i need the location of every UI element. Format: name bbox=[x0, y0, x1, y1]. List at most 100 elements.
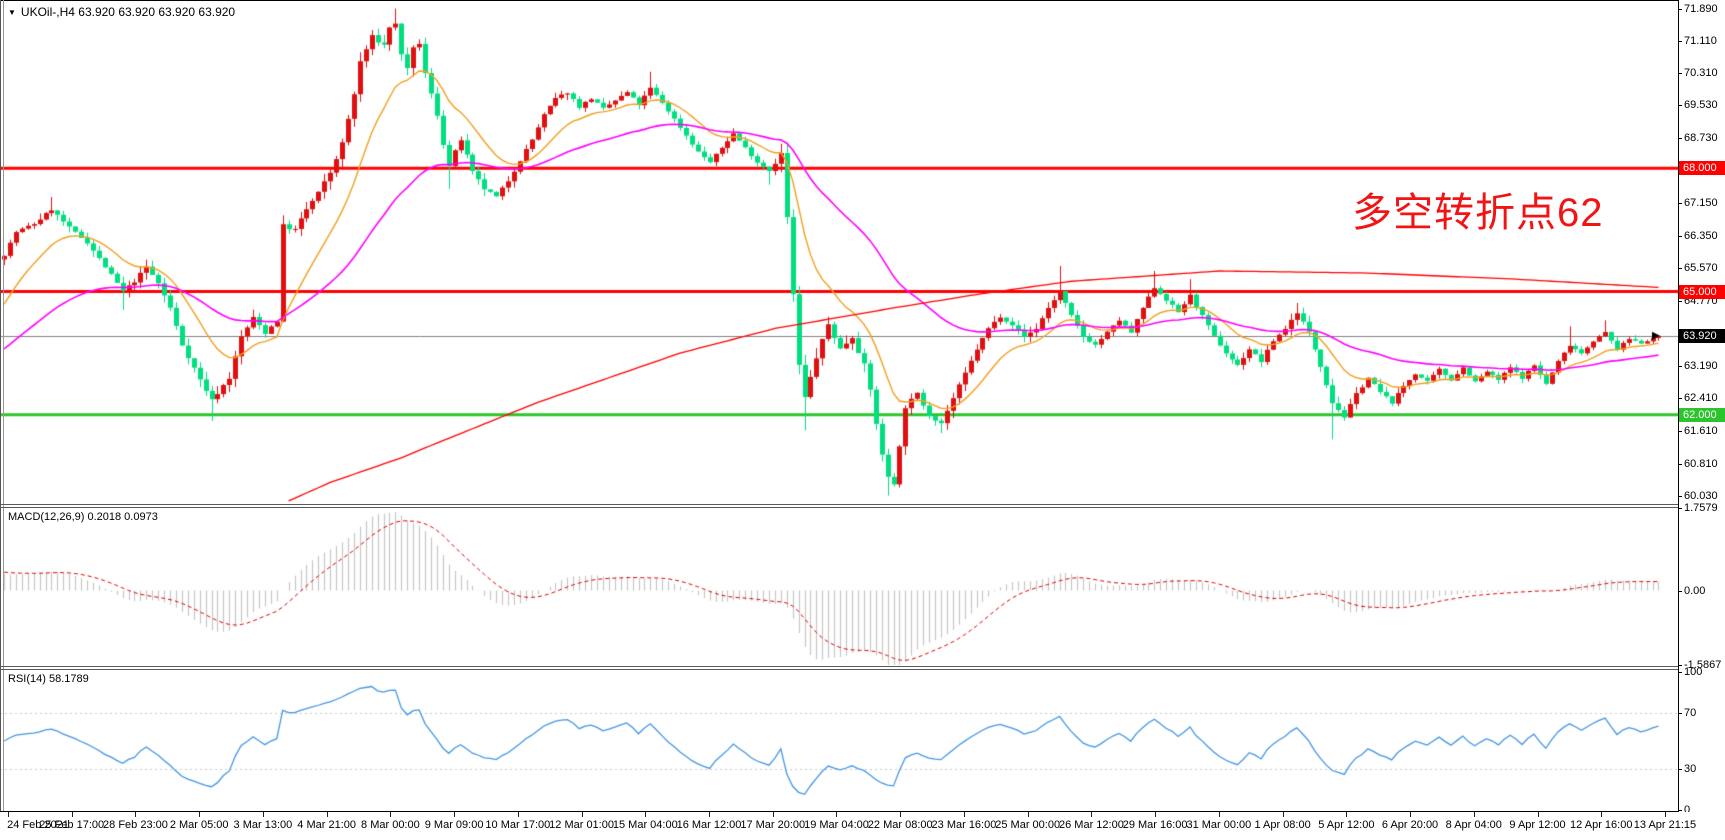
main-macd-divider[interactable] bbox=[0, 504, 1725, 505]
time-axis-label: 12 Mar 01:00 bbox=[549, 819, 614, 831]
rsi-axis-label: 30 bbox=[1684, 763, 1697, 775]
time-axis-label: 28 Feb 23:00 bbox=[103, 819, 168, 831]
price-axis-label: 71.890 bbox=[1684, 3, 1718, 15]
level-price-badge: 65.000 bbox=[1679, 285, 1725, 299]
time-axis-label: 12 Apr 16:00 bbox=[1570, 819, 1633, 831]
time-axis-label: 25 Feb 17:00 bbox=[39, 819, 105, 831]
time-axis-label: 1 Apr 08:00 bbox=[1254, 819, 1311, 831]
price-axis-tick bbox=[1679, 301, 1682, 302]
time-axis-tick bbox=[1346, 812, 1347, 817]
time-axis-label: 4 Mar 21:00 bbox=[297, 819, 356, 831]
time-axis-tick bbox=[1538, 812, 1539, 817]
price-axis-tick bbox=[1679, 496, 1682, 497]
time-axis-label: 16 Mar 12:00 bbox=[676, 819, 742, 831]
time-axis-tick bbox=[1219, 812, 1220, 817]
time-axis-tick bbox=[709, 812, 710, 817]
price-axis-label: 60.810 bbox=[1684, 458, 1718, 470]
time-axis-label: 25 Mar 00:00 bbox=[995, 819, 1061, 831]
time-axis-label: 17 Mar 20:00 bbox=[740, 819, 806, 831]
macd-axis-label: 0.00 bbox=[1684, 585, 1706, 597]
price-axis-label: 67.150 bbox=[1684, 197, 1718, 209]
time-axis-label: 9 Mar 09:00 bbox=[424, 819, 484, 831]
time-axis-tick bbox=[1091, 812, 1092, 817]
time-axis-tick bbox=[1601, 812, 1602, 817]
time-axis-label: 24 Feb 2021 bbox=[7, 819, 69, 831]
price-axis-label: 61.610 bbox=[1684, 425, 1718, 437]
macd-rsi-divider-2[interactable] bbox=[0, 669, 1725, 670]
time-axis-label: 29 Mar 16:00 bbox=[1122, 819, 1188, 831]
price-axis-label: 63.190 bbox=[1684, 360, 1718, 372]
time-axis-tick bbox=[518, 812, 519, 817]
time-axis-tick bbox=[1410, 812, 1411, 817]
price-axis-label: 70.310 bbox=[1684, 67, 1718, 79]
level-price-badge: 62.000 bbox=[1679, 408, 1725, 422]
time-axis-label: 9 Apr 12:00 bbox=[1509, 819, 1566, 831]
time-axis-tick bbox=[135, 812, 136, 817]
rsi-indicator-label: RSI(14) 58.1789 bbox=[8, 673, 89, 685]
rsi-value: 58.1789 bbox=[48, 673, 89, 685]
top-frame-line bbox=[0, 0, 1725, 1]
rsi-axis-label: 100 bbox=[1684, 666, 1703, 678]
annotation-text: 多空转折点62 bbox=[1352, 191, 1604, 235]
macd-axis-tick bbox=[1679, 508, 1682, 509]
time-axis-tick bbox=[645, 812, 646, 817]
time-axis-label: 23 Mar 16:00 bbox=[931, 819, 997, 831]
rsi-axis-tick bbox=[1679, 810, 1682, 811]
macd-axis-tick bbox=[1679, 591, 1682, 592]
price-axis-tick bbox=[1679, 138, 1682, 139]
macd-axis-tick bbox=[1679, 665, 1682, 666]
time-axis-label: 8 Mar 00:00 bbox=[361, 819, 420, 831]
macd-axis-label: -1.5867 bbox=[1684, 659, 1722, 671]
time-axis-tick bbox=[1474, 812, 1475, 817]
time-axis-label: 8 Apr 04:00 bbox=[1445, 819, 1502, 831]
time-axis-tick bbox=[199, 812, 200, 817]
time-axis-label: 15 Mar 04:00 bbox=[612, 819, 678, 831]
macd-rsi-divider[interactable] bbox=[0, 666, 1725, 667]
price-axis-tick bbox=[1679, 366, 1682, 367]
price-axis-tick bbox=[1679, 236, 1682, 237]
left-edge-line-2 bbox=[3, 0, 4, 812]
price-axis-tick bbox=[1679, 431, 1682, 432]
rsi-axis-label: 0 bbox=[1684, 804, 1691, 816]
time-axis[interactable]: 24 Feb 2021 25 Feb 17:00 28 Feb 23:00 2 Mar… bbox=[0, 812, 1725, 840]
time-axis-label: 6 Apr 20:00 bbox=[1381, 819, 1439, 831]
price-axis-tick bbox=[1679, 268, 1682, 269]
time-axis-tick bbox=[900, 812, 901, 817]
price-axis-tick bbox=[1679, 9, 1682, 10]
time-axis-label: 26 Mar 12:00 bbox=[1058, 819, 1124, 831]
price-axis-tick bbox=[1679, 105, 1682, 106]
rsi-axis-tick bbox=[1679, 713, 1682, 714]
price-axis-label: 60.030 bbox=[1684, 490, 1718, 502]
time-axis-tick bbox=[263, 812, 264, 817]
price-axis-label: 71.110 bbox=[1684, 35, 1717, 47]
rsi-axis-label: 70 bbox=[1684, 707, 1697, 719]
time-axis-tick bbox=[8, 812, 9, 817]
price-axis-tick bbox=[1679, 41, 1682, 42]
rsi-axis-tick bbox=[1679, 769, 1682, 770]
rsi-axis-tick bbox=[1679, 672, 1682, 673]
time-axis-tick bbox=[327, 812, 328, 817]
main-macd-divider-2[interactable] bbox=[0, 507, 1725, 508]
time-axis-label: 3 Mar 13:00 bbox=[233, 819, 293, 831]
current-price-badge: 63.920 bbox=[1679, 329, 1725, 343]
time-axis-tick bbox=[1028, 812, 1029, 817]
time-axis-line bbox=[0, 811, 1725, 812]
time-axis-tick bbox=[454, 812, 455, 817]
price-axis-tick bbox=[1679, 73, 1682, 74]
time-axis-tick bbox=[836, 812, 837, 817]
symbol-dropdown-icon[interactable]: ▼ bbox=[8, 8, 16, 17]
time-axis-label: 5 Apr 12:00 bbox=[1318, 819, 1375, 831]
price-axis[interactable]: 71.890 71.110 70.310 69.530 68.730 67.150 66.3… bbox=[1678, 0, 1725, 816]
price-axis-label: 69.530 bbox=[1684, 99, 1718, 111]
time-axis-tick bbox=[1155, 812, 1156, 817]
ohlc-quotes-label: 63.920 63.920 63.920 63.920 bbox=[78, 5, 236, 19]
price-axis-tick bbox=[1679, 203, 1682, 204]
time-axis-label: 22 Mar 08:00 bbox=[867, 819, 933, 831]
time-axis-tick bbox=[582, 812, 583, 817]
chart-title: ▼ UKOil-,H4 63.920 63.920 63.920 63.920 bbox=[8, 5, 235, 19]
price-chart-canvas[interactable] bbox=[0, 0, 1678, 812]
time-axis-tick bbox=[390, 812, 391, 817]
price-axis-tick bbox=[1679, 398, 1682, 399]
level-price-badge: 68.000 bbox=[1679, 161, 1725, 175]
